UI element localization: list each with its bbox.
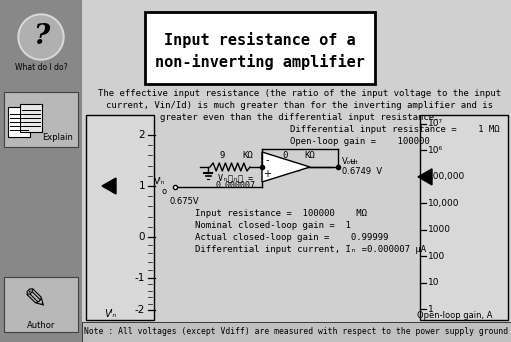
Bar xyxy=(145,12,375,84)
Text: 0.6749  V: 0.6749 V xyxy=(342,168,382,176)
Text: 10⁷: 10⁷ xyxy=(428,119,443,129)
Text: Vᴵₙ: Vᴵₙ xyxy=(154,177,165,186)
Text: 2: 2 xyxy=(138,130,145,140)
Text: Input resistance of a: Input resistance of a xyxy=(164,32,356,48)
Bar xyxy=(86,115,154,320)
Text: Author: Author xyxy=(27,320,55,329)
Text: 100,000: 100,000 xyxy=(428,172,465,181)
Circle shape xyxy=(20,16,62,58)
Text: current, Vin/Id) is much greater than for the inverting amplifier and is: current, Vin/Id) is much greater than fo… xyxy=(106,102,494,110)
Text: ?: ? xyxy=(33,24,49,51)
Text: Vᴵₙ: Vᴵₙ xyxy=(104,309,116,319)
Text: +: + xyxy=(263,169,271,179)
Text: 10: 10 xyxy=(428,278,439,287)
Text: 0.675V: 0.675V xyxy=(170,197,200,206)
Text: -: - xyxy=(265,155,269,165)
Text: 0: 0 xyxy=(282,152,288,160)
Text: 100: 100 xyxy=(428,252,445,261)
Text: o: o xyxy=(162,187,167,197)
Polygon shape xyxy=(418,169,432,185)
Bar xyxy=(4,277,78,332)
Text: 1: 1 xyxy=(428,304,434,314)
Bar xyxy=(20,104,42,132)
Text: Differential input resistance =    1 MΩ: Differential input resistance = 1 MΩ xyxy=(290,124,500,133)
Bar xyxy=(420,115,508,320)
Polygon shape xyxy=(262,152,310,182)
Text: -2: -2 xyxy=(134,305,145,315)
Text: 1: 1 xyxy=(138,181,145,191)
Bar xyxy=(82,322,511,342)
Text: Note : All voltages (except Vdiff) are measured with respect to the power supply: Note : All voltages (except Vdiff) are m… xyxy=(84,328,508,337)
Polygon shape xyxy=(102,178,116,194)
Text: What do I do?: What do I do? xyxy=(15,63,67,71)
Text: 10,000: 10,000 xyxy=(428,199,459,208)
Bar xyxy=(8,107,30,137)
Circle shape xyxy=(18,14,64,60)
Text: Input resistance =  100000    MΩ: Input resistance = 100000 MΩ xyxy=(195,210,367,219)
Text: KΩ: KΩ xyxy=(243,152,253,160)
Bar xyxy=(0,0,82,342)
Text: The effective input resistance (the ratio of the input voltage to the input: The effective input resistance (the rati… xyxy=(99,90,502,98)
Text: 1000: 1000 xyxy=(428,225,451,234)
Text: KΩ: KΩ xyxy=(305,152,315,160)
Text: -1: -1 xyxy=(134,273,145,283)
Text: Explain: Explain xyxy=(42,132,74,142)
Text: 0: 0 xyxy=(138,232,145,242)
Text: Differential input current, Iₙ =0.000007 μA: Differential input current, Iₙ =0.000007… xyxy=(195,246,426,254)
Text: 9: 9 xyxy=(219,152,225,160)
Text: Open-loop gain =    100000: Open-loop gain = 100000 xyxy=(290,137,430,146)
Text: Vₙ℀ₙ℀ =: Vₙ℀ₙ℀ = xyxy=(218,173,252,183)
Text: 10⁶: 10⁶ xyxy=(428,146,443,155)
Text: Vₒʉₜ: Vₒʉₜ xyxy=(342,157,359,166)
Text: 0.000007: 0.000007 xyxy=(215,182,255,190)
Bar xyxy=(4,92,78,147)
Bar xyxy=(82,0,511,342)
Text: Nominal closed-loop gain =  1: Nominal closed-loop gain = 1 xyxy=(195,222,351,231)
Text: Open-loop gain, A: Open-loop gain, A xyxy=(417,311,493,319)
Text: Actual closed-loop gain =    0.99999: Actual closed-loop gain = 0.99999 xyxy=(195,234,388,242)
Text: non-inverting amplifier: non-inverting amplifier xyxy=(155,54,365,70)
Text: greater even than the differential input resistance.: greater even than the differential input… xyxy=(160,114,440,122)
Text: ✎: ✎ xyxy=(24,286,47,314)
